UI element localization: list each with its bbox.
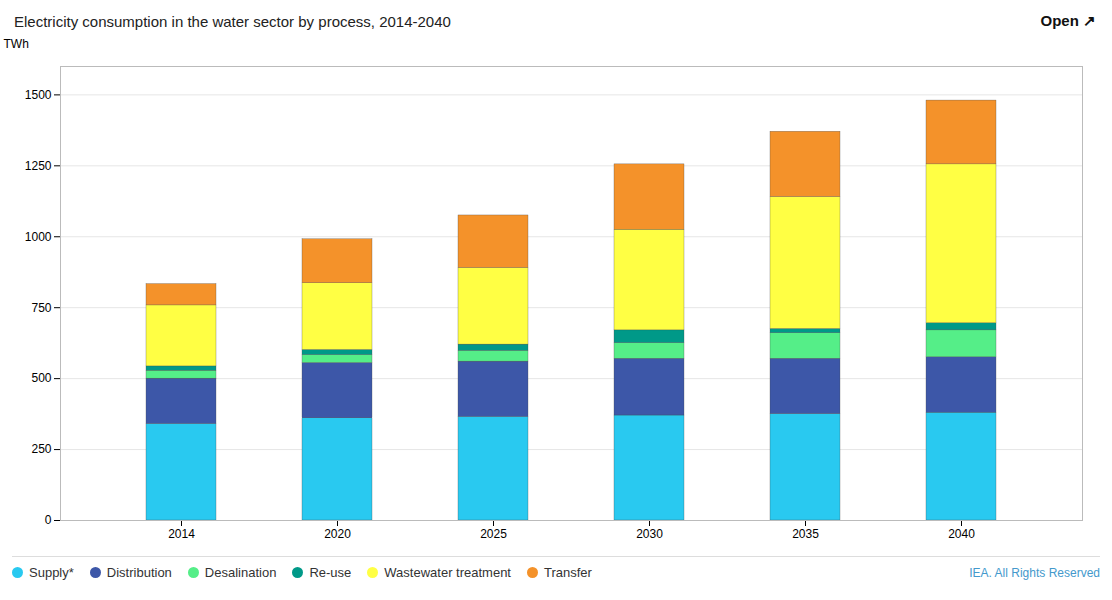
html-text:Desalination: Desalination: [204, 565, 277, 580]
svg-text:2014: 2014: [168, 527, 195, 541]
svg-text:750: 750: [31, 301, 51, 315]
html-text:IEA. All Rights Reserved: IEA. All Rights Reserved: [969, 565, 1100, 580]
html-text:Electricity consumption in the: Electricity consumption in the water sec…: [14, 12, 451, 30]
svg-text:1500: 1500: [25, 88, 52, 102]
html-text:Distribution: Distribution: [106, 565, 172, 580]
svg-text:1000: 1000: [25, 230, 52, 244]
svg-text:2020: 2020: [324, 527, 351, 541]
html-text:Re-use: Re-use: [309, 565, 352, 580]
svg-text:250: 250: [31, 442, 51, 456]
svg-text:2025: 2025: [480, 527, 507, 541]
svg-text:TWh: TWh: [4, 37, 29, 51]
html-text:Open ↗: Open ↗: [1040, 12, 1096, 29]
svg-text:500: 500: [31, 371, 51, 385]
svg-text:1250: 1250: [25, 159, 52, 173]
html-text:Wastewater treatment: Wastewater treatment: [384, 565, 511, 580]
html-text:Transfer: Transfer: [544, 565, 592, 580]
html-text:Supply*: Supply*: [29, 565, 74, 580]
svg-text:2030: 2030: [636, 527, 663, 541]
svg-text:0: 0: [45, 513, 52, 527]
svg-text:2040: 2040: [948, 527, 975, 541]
svg-text:2035: 2035: [792, 527, 819, 541]
